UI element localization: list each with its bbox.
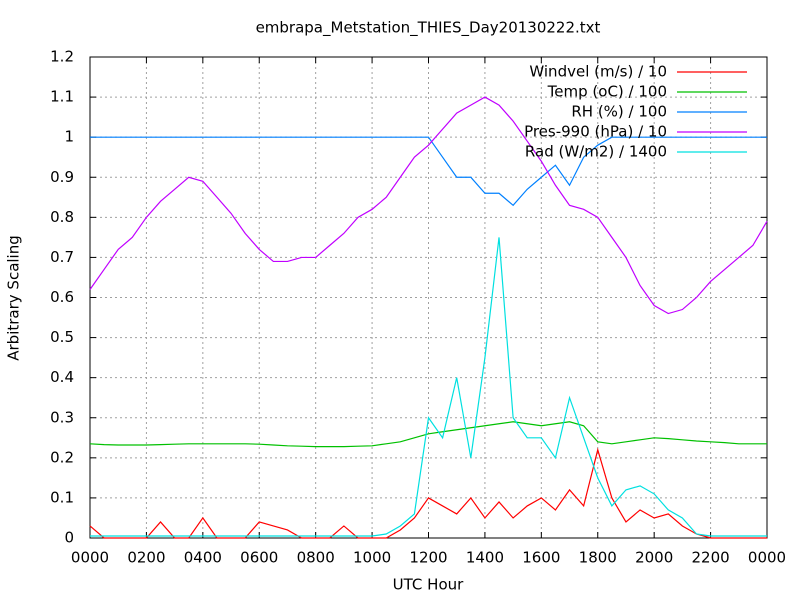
x-tick-label: 1000 <box>353 549 391 567</box>
series-line <box>89 447 767 539</box>
y-tick-label: 0.6 <box>50 288 74 306</box>
legend-label: Pres-990 (hPa) / 10 <box>524 123 667 141</box>
series-line <box>89 96 768 315</box>
x-tick-label: 2200 <box>691 549 729 567</box>
x-tick-label: 0800 <box>297 549 335 567</box>
y-axis-label: Arbitrary Scaling <box>5 235 23 361</box>
y-tick-label: 0.2 <box>50 448 74 466</box>
chart-title: embrapa_Metstation_THIES_Day20130222.txt <box>256 19 601 38</box>
plot-frame <box>89 56 768 539</box>
legend-label: Windvel (m/s) / 10 <box>529 63 667 81</box>
x-tick-label: 0400 <box>184 549 222 567</box>
y-tick-label: 0.9 <box>50 168 74 186</box>
legend-label: Temp (oC) / 100 <box>547 83 667 101</box>
x-tick-label: 2000 <box>635 549 673 567</box>
x-tick-label: 0000 <box>71 549 109 567</box>
x-tick-label: 0600 <box>240 549 278 567</box>
x-tick-label: 1200 <box>409 549 447 567</box>
x-tick-label: 1800 <box>579 549 617 567</box>
series-line <box>90 136 767 207</box>
y-tick-label: 0.3 <box>50 408 74 426</box>
legend-label: Rad (W/m2) / 1400 <box>525 143 667 161</box>
x-tick-label: 0200 <box>127 549 165 567</box>
legend-label: RH (%) / 100 <box>571 103 667 121</box>
y-tick-label: 0.1 <box>50 488 74 506</box>
y-tick-label: 0 <box>64 529 74 547</box>
y-tick-label: 0.4 <box>50 368 74 386</box>
y-tick-label: 1.2 <box>50 48 74 66</box>
y-tick-label: 1 <box>64 128 74 146</box>
series-line <box>90 237 767 537</box>
y-tick-label: 1.1 <box>50 88 74 106</box>
x-axis-label: UTC Hour <box>393 576 464 594</box>
y-tick-label: 0.5 <box>50 328 74 346</box>
x-tick-label: 0000 <box>748 549 786 567</box>
series-line <box>89 421 767 448</box>
x-tick-label: 1400 <box>466 549 504 567</box>
y-tick-label: 0.7 <box>50 248 74 266</box>
y-tick-label: 0.8 <box>50 208 74 226</box>
x-tick-label: 1600 <box>522 549 560 567</box>
